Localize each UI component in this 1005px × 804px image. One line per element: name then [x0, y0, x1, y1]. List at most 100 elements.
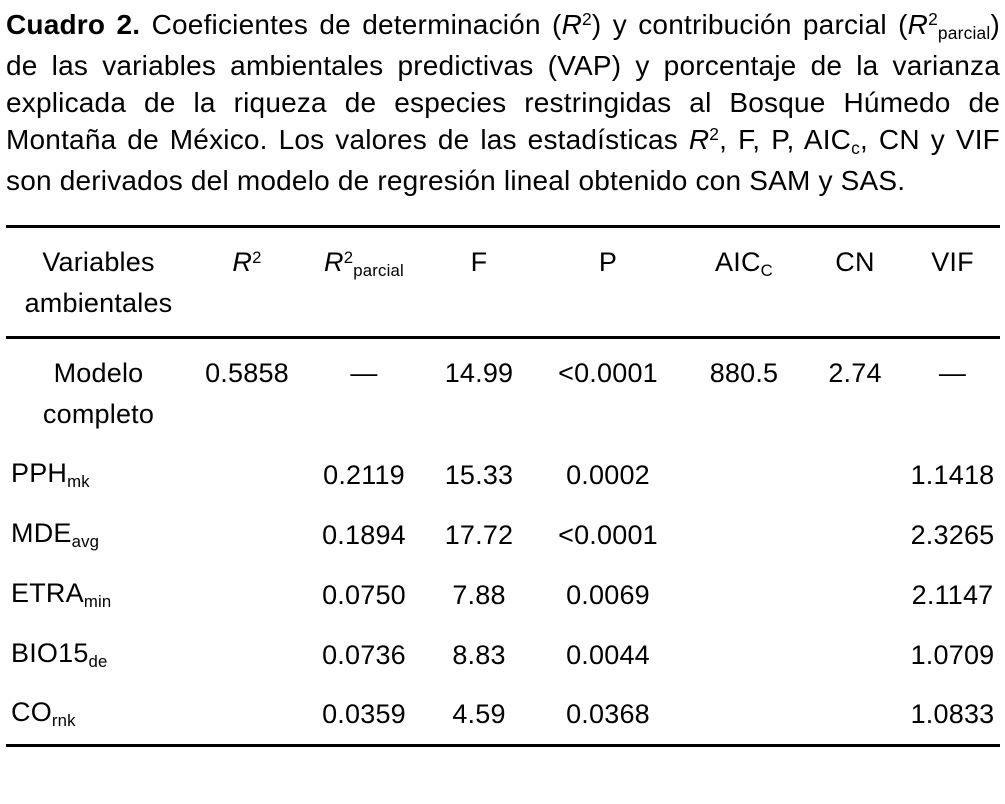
caption-subscript-parcial: parcial: [937, 23, 991, 44]
caption-superscript-2: 2: [582, 9, 592, 30]
cell-r2-parcial: 0.1894: [322, 519, 406, 550]
table-row-co: COrnk 0.0359 4.59 0.0368 1.0833: [6, 685, 1000, 745]
row-label-subscript: mk: [67, 472, 90, 492]
row-label-subscript: avg: [71, 532, 100, 552]
row-label: BIO15de: [6, 625, 191, 685]
table-row-mde: MDEavg 0.1894 17.72 <0.0001 2.3265: [6, 505, 1000, 565]
caption-text: , F, P, AIC: [719, 124, 852, 155]
cell-aic: 880.5: [709, 358, 779, 388]
table-row-etra: ETRAmin 0.0750 7.88 0.0069 2.1147: [6, 565, 1000, 625]
cell-cn: [805, 505, 905, 565]
caption-text: Coeficientes de determinación (: [140, 9, 562, 40]
row-label-line: completo: [42, 399, 155, 429]
table-body: Modelo completo 0.5858 — 14.99 <0.0001 88…: [6, 338, 1000, 746]
cell-p: 0.0044: [566, 639, 650, 670]
row-label-base: BIO15: [11, 638, 89, 668]
cell-vif: 1.0833: [910, 698, 995, 729]
cell-cn: [805, 565, 905, 625]
header-r2-parcial: R2parcial: [303, 226, 425, 339]
header-row: Variables ambientales R2 R2parcial F P AI…: [6, 226, 1000, 339]
header-p: P: [533, 226, 683, 339]
math-r: R: [232, 247, 253, 277]
header-aic: AICC: [683, 226, 805, 339]
row-label-base: PPH: [11, 458, 68, 488]
header-cn: CN: [805, 226, 905, 339]
cell-r2: [191, 565, 303, 625]
cell-p: 0.0002: [566, 459, 650, 490]
row-label: COrnk: [6, 685, 191, 745]
caption-text: ) de las variables ambientales predictiv…: [6, 9, 1000, 155]
row-label: ETRAmin: [6, 565, 191, 625]
header-vif: VIF: [905, 226, 1000, 339]
caption-label: Cuadro 2.: [6, 9, 141, 40]
caption-superscript-2: 2: [928, 9, 938, 30]
cell-p: 0.0069: [566, 579, 650, 610]
table-header: Variables ambientales R2 R2parcial F P AI…: [6, 226, 1000, 339]
row-label-subscript: min: [83, 592, 112, 612]
cell-r2-parcial: 0.0359: [322, 698, 406, 729]
table-row-pph: PPHmk 0.2119 15.33 0.0002 1.1418: [6, 445, 1000, 505]
caption-math-r: R: [561, 9, 582, 40]
cell-r2-parcial: 0.0736: [322, 639, 406, 670]
table-caption: Cuadro 2. Coeficientes de determinación …: [6, 6, 1000, 199]
cell-aic: [683, 445, 805, 505]
caption-superscript-2: 2: [709, 124, 720, 145]
header-r2: R2: [191, 226, 303, 339]
cell-vif: 1.1418: [910, 459, 995, 490]
subscript-parcial: parcial: [353, 261, 404, 281]
header-f: F: [425, 226, 533, 339]
cell-vif: 1.0709: [910, 639, 995, 670]
cell-f: 4.59: [452, 698, 506, 729]
cell-p: <0.0001: [558, 358, 658, 388]
caption-subscript-c: c: [851, 138, 860, 159]
cell-cn: [805, 685, 905, 745]
caption-text: , CN y VIF son derivados del modelo de r…: [6, 124, 1000, 196]
header-line: ambientales: [24, 288, 173, 318]
cell-r2: [191, 445, 303, 505]
cell-aic: [683, 505, 805, 565]
cell-r2: 0.5858: [205, 358, 289, 388]
row-label: MDEavg: [6, 505, 191, 565]
row-label-subscript: rnk: [51, 711, 76, 731]
cell-cn: [805, 445, 905, 505]
cell-r2: [191, 685, 303, 745]
table-row-modelo-completo: Modelo completo 0.5858 — 14.99 <0.0001 88…: [6, 338, 1000, 446]
cell-r2: [191, 625, 303, 685]
cell-f: 15.33: [444, 459, 514, 490]
superscript-2: 2: [252, 247, 262, 267]
cell-f: 8.83: [452, 639, 506, 670]
cell-r2-parcial: 0.0750: [322, 579, 406, 610]
row-label: Modelo completo: [6, 338, 191, 446]
cell-vif: 2.1147: [911, 579, 994, 610]
cell-f: 7.88: [452, 579, 506, 610]
cell-aic: [683, 685, 805, 745]
cell-r2: [191, 505, 303, 565]
cell-vif: —: [938, 358, 967, 388]
cell-f: 14.99: [444, 358, 514, 388]
cell-f: 17.72: [444, 519, 514, 550]
row-label-base: MDE: [11, 518, 72, 548]
subscript-c: C: [760, 261, 773, 281]
row-label-line: Modelo: [53, 358, 144, 388]
cell-cn: [805, 625, 905, 685]
table-row-bio15: BIO15de 0.0736 8.83 0.0044 1.0709: [6, 625, 1000, 685]
row-label-base: ETRA: [11, 578, 84, 608]
header-line: Variables: [42, 247, 155, 277]
math-r: R: [324, 247, 344, 277]
cell-r2-parcial: 0.2119: [323, 459, 405, 490]
cell-r2-parcial: —: [350, 358, 378, 388]
row-label-base: CO: [11, 697, 52, 728]
cell-p: 0.0368: [566, 698, 650, 729]
row-label-subscript: de: [88, 652, 108, 672]
superscript-2: 2: [343, 247, 354, 267]
aic-base: AIC: [715, 247, 761, 277]
cell-vif: 2.3265: [910, 519, 995, 550]
row-label: PPHmk: [6, 445, 191, 505]
results-table: Variables ambientales R2 R2parcial F P AI…: [6, 225, 1000, 747]
cell-cn: 2.74: [828, 358, 882, 388]
caption-math-r: R: [907, 9, 929, 40]
cell-aic: [683, 565, 805, 625]
caption-text: ) y contribución parcial (: [591, 9, 908, 40]
cell-aic: [683, 625, 805, 685]
